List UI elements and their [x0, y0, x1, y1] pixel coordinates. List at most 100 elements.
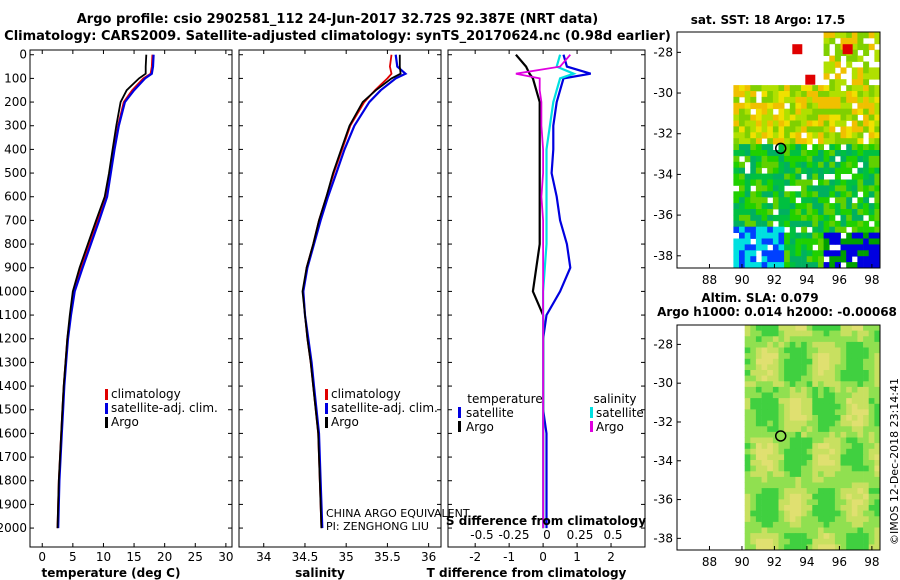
map-cell	[795, 403, 802, 410]
map-cell	[840, 516, 847, 523]
map-cell	[812, 460, 819, 466]
map-cell	[851, 179, 858, 186]
map-cell	[744, 191, 751, 198]
map-cell	[812, 155, 819, 163]
map-cell	[840, 505, 847, 511]
map-cell	[795, 214, 802, 222]
y-tick-label: 400	[4, 142, 27, 156]
map-cell	[806, 336, 813, 343]
plot-frame	[29, 49, 233, 548]
map-cell	[829, 330, 836, 337]
map-cell	[784, 443, 791, 450]
series-climatology	[56, 54, 154, 529]
map-cell	[772, 409, 779, 416]
map-cell	[778, 232, 785, 239]
map-cell	[801, 437, 808, 444]
map-cell	[739, 144, 745, 151]
map-cell	[834, 96, 841, 104]
map-cell	[795, 232, 802, 239]
map-cell	[778, 460, 785, 466]
map-cell	[857, 262, 864, 269]
map-cell	[789, 527, 796, 534]
map-cell	[863, 448, 870, 455]
map-cell	[823, 330, 830, 337]
map-cell	[863, 32, 870, 39]
map-cell	[823, 214, 830, 222]
map-cell	[818, 256, 824, 263]
map-cell	[846, 167, 853, 174]
map-cell	[772, 244, 779, 251]
map-cell	[834, 250, 841, 257]
map-cell	[857, 79, 864, 86]
map-cell	[801, 262, 808, 269]
map-cell	[801, 336, 808, 343]
map-cell	[857, 155, 864, 163]
map-cell	[750, 209, 757, 216]
map-cell	[784, 510, 791, 517]
map-cell	[868, 43, 875, 51]
map-cell	[829, 32, 836, 39]
map-cell	[755, 132, 762, 139]
map-cell	[778, 521, 785, 528]
map-cell	[851, 209, 858, 216]
map-cell	[868, 150, 875, 157]
map-cell	[846, 403, 853, 410]
map-cell	[823, 209, 830, 216]
map-cell	[801, 232, 808, 239]
map-cell	[778, 516, 785, 523]
map-cell	[744, 364, 751, 371]
map-cell	[761, 454, 768, 461]
map-cell	[744, 108, 751, 115]
map-cell	[829, 191, 836, 198]
map-cell	[857, 392, 864, 399]
map-cell	[840, 443, 847, 450]
map-cell	[806, 161, 813, 169]
map-cell	[795, 437, 802, 444]
map-cell	[846, 476, 853, 483]
map-cell	[840, 476, 847, 483]
map-cell	[795, 325, 802, 331]
map-cell	[818, 244, 824, 251]
map-cell	[857, 358, 864, 365]
map-cell	[795, 244, 802, 251]
map-cell	[840, 220, 847, 228]
y-tick-label: 1100	[0, 308, 27, 322]
x-tick-label: 88	[702, 273, 717, 287]
map-cell	[851, 510, 858, 517]
map-cell	[823, 203, 830, 210]
map-cell	[857, 527, 864, 534]
map-cell	[761, 96, 768, 104]
map-cell	[761, 448, 768, 455]
map-cell	[874, 409, 881, 416]
y-tick-label: -38	[653, 531, 673, 545]
map-cell	[784, 91, 791, 98]
map-cell	[823, 85, 830, 92]
map-cell	[778, 220, 785, 228]
map-cell	[846, 197, 853, 204]
legend-label: Argo	[111, 415, 139, 429]
map-cell	[795, 465, 802, 472]
map-cell	[784, 114, 791, 121]
map-cell	[806, 155, 813, 163]
map-cell	[863, 521, 870, 528]
map-cell	[868, 364, 875, 371]
map-cell	[767, 403, 774, 410]
map-cell	[750, 420, 757, 427]
map-cell	[851, 505, 858, 511]
map-cell	[784, 375, 791, 382]
map-cell	[744, 465, 751, 472]
map-cell	[851, 203, 858, 210]
map-cell	[846, 37, 853, 45]
map-cell	[784, 409, 791, 416]
map-cell	[863, 126, 870, 133]
map-cell	[829, 37, 836, 45]
map-cell	[829, 353, 836, 360]
map-cell	[863, 114, 870, 121]
map-cell	[818, 161, 824, 169]
map-cell	[812, 476, 819, 483]
map-cell	[863, 358, 870, 365]
map-cell	[874, 358, 881, 365]
map-cell	[789, 488, 796, 495]
map-cell	[818, 460, 824, 466]
map-cell	[812, 544, 819, 551]
